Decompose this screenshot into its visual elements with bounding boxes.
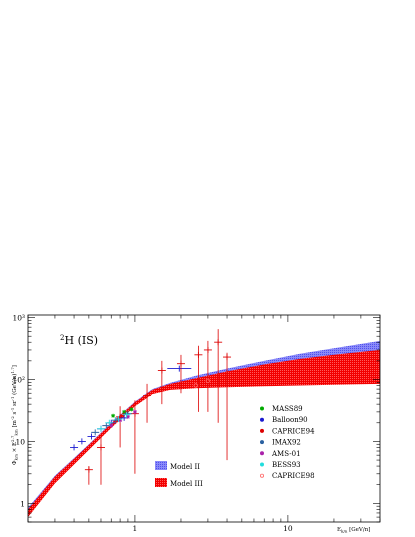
legend-marker-imax92: [259, 440, 264, 445]
panel-annotation-element: H: [64, 334, 74, 347]
data-point: [223, 354, 232, 361]
legend-label-imax92: IMAX92: [272, 439, 301, 447]
data-point: [193, 383, 198, 388]
panel-annotation-text: (IS): [78, 334, 98, 347]
y-tick-label: 1: [20, 499, 25, 508]
legend-marker-caprice94: [259, 428, 264, 433]
data-point: [129, 407, 134, 412]
data-points: [70, 329, 232, 485]
data-point: [96, 444, 105, 451]
y-axis-label: Φk/n × E2.7k/n [m-2 s-1 sr-1 (GeV/n)1.7]: [10, 365, 19, 465]
data-point: [203, 346, 212, 353]
legend-marker-mass89: [259, 406, 264, 411]
data-point: [122, 411, 131, 418]
data-point: [118, 418, 123, 423]
panel-annotation-sup: 2: [60, 334, 64, 342]
legend-label-bess93: BESS93: [272, 461, 301, 469]
data-point: [91, 429, 100, 436]
data-point: [194, 351, 203, 358]
legend-label-model-iii: Model III: [170, 480, 203, 488]
data-point: [87, 433, 96, 440]
series-caprice98: [193, 378, 211, 388]
data-point: [122, 409, 127, 414]
legend-label-balloon90: Balloon90: [272, 416, 308, 424]
data-point: [114, 416, 123, 423]
legend-label-caprice98: CAPRICE98: [272, 472, 315, 480]
legend-swatch-model-iii: [155, 478, 167, 487]
y-tick-label: 10: [15, 437, 25, 446]
series-ams-01: [109, 409, 137, 428]
legend-label-caprice94: CAPRICE94: [272, 427, 315, 435]
data-point: [214, 339, 223, 346]
data-point: [70, 444, 79, 451]
data-point: [125, 414, 130, 419]
series-bess93: [96, 411, 131, 432]
legend-label-mass89: MASS89: [272, 405, 303, 413]
data-point: [105, 419, 114, 426]
model-legend: Model II Model III: [155, 461, 203, 488]
data-point: [205, 378, 211, 384]
legend-swatch-model-ii: [155, 461, 167, 470]
legend-label-ams-01: AMS-01: [271, 450, 301, 458]
plot-frame: [27, 314, 381, 523]
y-tick-label: 10³: [12, 314, 25, 323]
experiments-legend: MASS89 Balloon90 CAPRICE94 IMAX92 AMS-01 BESS…: [259, 405, 315, 480]
data-point: [167, 365, 192, 372]
x-tick-label: 10: [283, 524, 293, 533]
data-point: [109, 423, 114, 428]
data-point: [176, 360, 185, 367]
x-tick-label: 1: [133, 524, 138, 533]
data-point: [132, 409, 137, 414]
legend-marker-ams-01: [259, 451, 264, 456]
series-mass89: [111, 407, 134, 418]
legend-marker-caprice98: [259, 473, 264, 478]
y-tick-label: 10²: [12, 375, 25, 384]
series-caprice94: [84, 329, 232, 485]
data-point: [111, 413, 116, 418]
legend-label-model-ii: Model II: [170, 463, 200, 471]
panel-annotation: 2H (IS): [60, 334, 98, 347]
axes: 1 10 1 10 10² 10³: [12, 314, 381, 533]
model-bands: [28, 340, 380, 518]
data-point: [77, 438, 86, 445]
data-point: [143, 392, 152, 399]
data-point: [96, 425, 105, 432]
data-point: [157, 367, 166, 374]
data-point: [84, 466, 93, 473]
legend-marker-balloon90: [259, 417, 264, 422]
legend-marker-bess93: [259, 462, 264, 467]
x-axis-label: Ek/n [GeV/n]: [337, 527, 370, 534]
model-band-iii: [28, 349, 380, 518]
